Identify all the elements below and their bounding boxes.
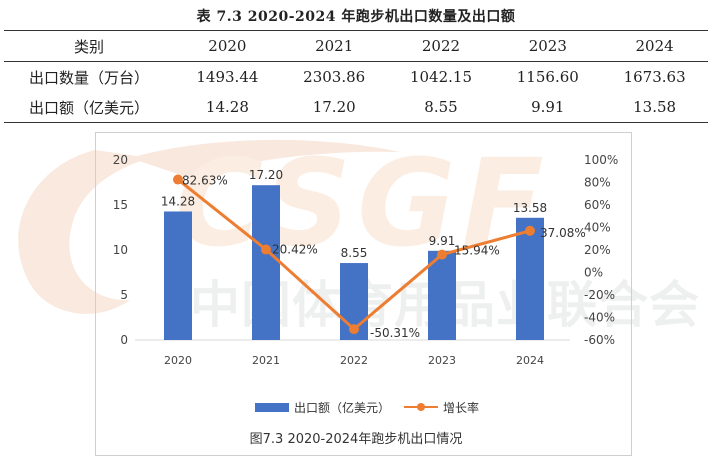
table-header-row: 类别 2020 2021 2022 2023 2024 (4, 30, 708, 62)
y-left-tick-label: 10 (113, 243, 128, 257)
export-data-table: 类别 2020 2021 2022 2023 2024 出口数量（万台） 149… (4, 30, 708, 123)
line-data-label: -50.31% (370, 326, 420, 340)
bar-data-label: 14.28 (161, 194, 195, 208)
x-tick-label: 2023 (428, 354, 456, 367)
table-header-cell: 2022 (421, 37, 461, 55)
chart-frame (95, 132, 632, 456)
line-data-label: 82.63% (182, 174, 228, 188)
table-header-cell: 2023 (528, 37, 567, 55)
legend-line-label: 增长率 (443, 400, 480, 415)
y-right-tick-label: -40% (584, 311, 615, 325)
x-tick-label: 2021 (252, 354, 280, 367)
y-left-tick-label: 15 (113, 198, 128, 212)
y-right-tick-label: -20% (584, 288, 615, 302)
legend-item-line: 增长率 (404, 399, 479, 416)
y-left-tick-label: 20 (113, 153, 128, 167)
table-cell: 9.91 (531, 98, 565, 116)
x-tick-label: 2020 (164, 354, 192, 367)
bar-data-label: 8.55 (341, 246, 368, 260)
y-right-tick-label: 80% (584, 176, 611, 190)
legend-line-swatch (404, 402, 439, 412)
y-right-tick-label: 40% (584, 221, 611, 235)
y-right-tick-label: 20% (584, 243, 611, 257)
table-cell: 1673.63 (623, 68, 686, 86)
y-right-tick-label: -60% (584, 333, 615, 347)
y-left-tick-label: 0 (120, 333, 128, 347)
growth-rate-point (173, 174, 183, 185)
table-cell: 出口数量（万台） (28, 68, 149, 87)
bar (516, 217, 544, 340)
table-row-export-value: 出口额（亿美元） 14.28 17.20 8.55 9.91 13.58 (4, 92, 708, 123)
y-left-tick-label: 5 (120, 288, 128, 302)
table-cell: 2303.86 (303, 68, 366, 86)
table-cell: 8.55 (424, 98, 458, 116)
y-right-tick-label: 0% (584, 266, 603, 280)
table-cell: 14.28 (205, 98, 249, 116)
table-cell: 13.58 (633, 98, 677, 116)
table-cell: 1493.44 (196, 68, 259, 86)
bar-data-label: 17.20 (249, 168, 283, 182)
growth-rate-point (525, 225, 535, 236)
table-title: 表 7.3 2020-2024 年跑步机出口数量及出口额 (196, 9, 516, 25)
table-header-cell: 2024 (635, 37, 674, 55)
bar (428, 250, 456, 340)
legend-bar-label: 出口额（亿美元） (294, 400, 391, 415)
table-header-cell: 2020 (208, 37, 247, 55)
bar (164, 211, 192, 340)
legend-item-bar: 出口额（亿美元） (255, 399, 390, 416)
table-header-cell: 类别 (73, 37, 104, 56)
growth-rate-point (437, 249, 447, 260)
table-cell: 出口额（亿美元） (28, 98, 149, 117)
growth-rate-point (349, 324, 359, 335)
chart-legend: 出口额（亿美元） 增长率 (255, 398, 479, 416)
y-right-tick-label: 60% (584, 198, 611, 212)
y-right-tick-label: 100% (584, 153, 618, 167)
bar-data-label: 13.58 (513, 201, 547, 215)
table-row-export-quantity: 出口数量（万台） 1493.44 2303.86 1042.15 1156.60… (4, 62, 708, 93)
figure-caption: 图7.3 2020-2024年跑步机出口情况 (249, 432, 463, 447)
x-tick-label: 2024 (516, 354, 544, 367)
table-cell: 1042.15 (409, 68, 472, 86)
line-data-label: 37.08% (540, 226, 586, 240)
growth-rate-point (261, 244, 271, 255)
line-data-label: 20.42% (272, 243, 318, 257)
bar-data-label: 9.91 (429, 234, 456, 248)
line-data-label: 15.94% (454, 244, 500, 258)
table-header-cell: 2021 (315, 37, 354, 55)
x-tick-label: 2022 (340, 354, 368, 367)
legend-bar-swatch (255, 402, 289, 412)
table-cell: 17.20 (312, 98, 356, 116)
bar (252, 185, 280, 340)
table-cell: 1156.60 (516, 68, 579, 86)
